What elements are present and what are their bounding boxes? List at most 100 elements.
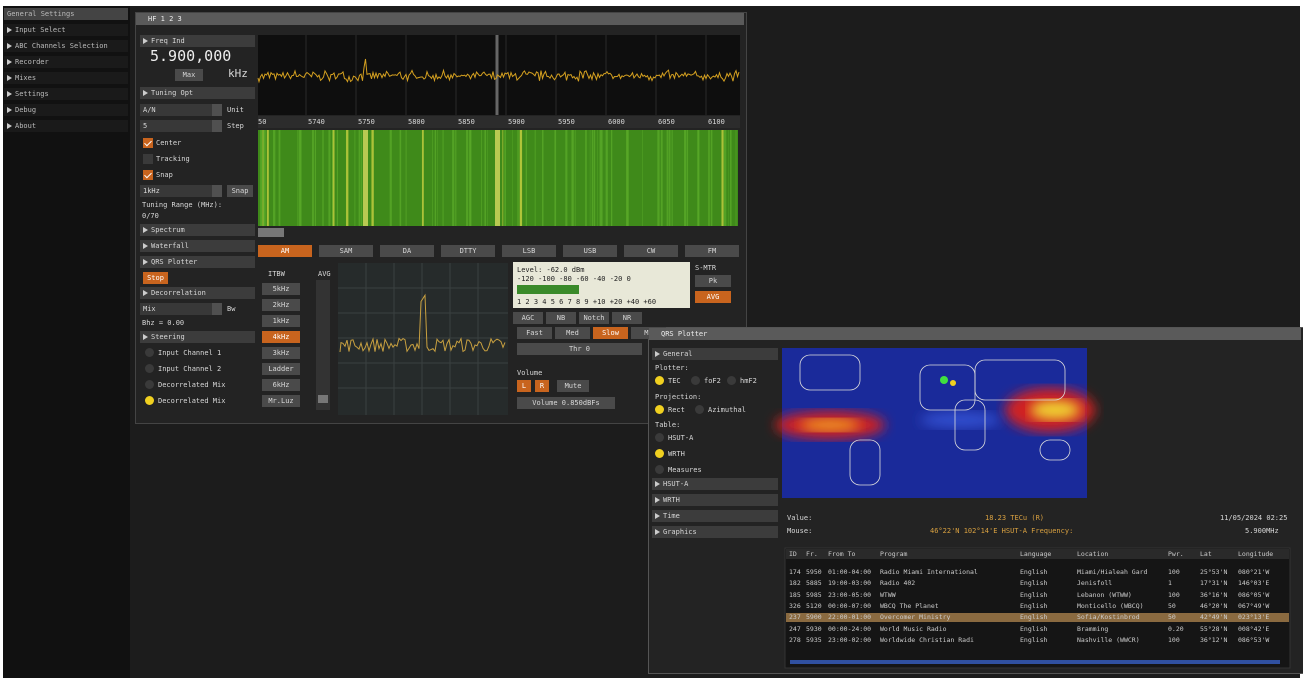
cell-item: Bramming [1077,625,1168,634]
btn-item[interactable]: Mute [557,380,589,392]
hdr-item[interactable]: WRTH [652,494,778,506]
btn-item[interactable]: 5kHz [262,283,300,295]
cell-item: 00:00-07:00 [828,602,880,611]
btn-item[interactable]: AM [258,245,312,257]
btn-item[interactable]: Mr.Luz [262,395,300,407]
rad-item[interactable]: TEC [655,375,689,387]
el-item: Step [227,120,255,132]
btn-item[interactable]: General Settings [4,8,128,20]
cell-item: 086°53'W [1238,636,1288,645]
hdr-item[interactable]: QRS Plotter [140,256,255,268]
btn-item[interactable]: L [517,380,531,392]
hdr-item[interactable]: Tuning Opt [140,87,255,99]
el-item: Bw [227,303,255,315]
btn-item[interactable]: USB [563,245,617,257]
drop-item[interactable]: A/N [140,104,222,116]
cell-item: 5900 [806,613,828,622]
hdr-item[interactable]: Mixes [4,72,128,84]
btn-item[interactable]: Fast [517,327,552,339]
rad-item[interactable]: Decorrelated Mix [145,379,253,391]
chk-item[interactable]: Tracking [143,153,243,165]
hdr-item[interactable]: Debug [4,104,128,116]
hdr-item[interactable]: Graphics [652,526,778,538]
cell-item: 5930 [806,625,828,634]
btn-item[interactable]: CW [624,245,678,257]
hdr-item[interactable]: Waterfall [140,240,255,252]
btn-item[interactable]: FM [685,245,739,257]
el-item: Unit [227,104,255,116]
btn-item[interactable]: Slow [593,327,628,339]
btn-item[interactable]: Notch [579,312,609,324]
btn-item[interactable]: 3kHz [262,347,300,359]
rad-item[interactable]: hmF2 [727,375,761,387]
hdr-item[interactable]: General [652,348,778,360]
hdr-item[interactable]: Time [652,510,778,522]
btn-item[interactable]: 4kHz [262,331,300,343]
btn-item[interactable]: 1kHz [262,315,300,327]
cell-item: 5985 [806,591,828,600]
btn-item[interactable]: Med [555,327,590,339]
hdr-item[interactable]: Decorrelation [140,287,255,299]
tec-region [1030,400,1080,420]
btn-item[interactable]: Snap [227,185,253,197]
btn-item[interactable]: Stop [143,272,168,284]
rad-item[interactable]: Decorrelated Mix [145,395,253,407]
btn-item[interactable]: LSB [502,245,556,257]
btn-item[interactable]: Pk [695,275,731,287]
rad-item[interactable]: Input Channel 2 [145,363,253,375]
drop-item[interactable]: 5 [140,120,222,132]
btn-item[interactable]: AVG [695,291,731,303]
tec-region [920,412,1000,428]
cell-item: 278 [789,636,806,645]
btn-item[interactable]: Ladder [262,363,300,375]
hdr-item[interactable]: ABC Channels Selection [4,40,128,52]
cell-item: English [1020,568,1077,577]
cell-item: Miami/Hialeah Gard [1077,568,1168,577]
btn-item[interactable]: NR [612,312,642,324]
drop-item[interactable]: Mix [140,303,222,315]
btn-item[interactable]: DTTY [441,245,495,257]
btn-item[interactable]: NB [546,312,576,324]
cell-item: 1 [1168,579,1200,588]
cell-item: 008°42'E [1238,625,1288,634]
rad-item[interactable]: Azimuthal [695,404,765,416]
chk-item[interactable]: Center [143,137,243,149]
cell-item: Lebanon (WTWW) [1077,591,1168,600]
cell-item: Worldwide Christian Radi [880,636,1020,645]
btn-item[interactable]: AGC [513,312,543,324]
drop-item[interactable]: 1kHz [140,185,222,197]
hdr-item[interactable]: Spectrum [140,224,255,236]
cell-item: 23:00-05:00 [828,591,880,600]
btn-item[interactable]: DA [380,245,434,257]
cell-item: WBCQ The Planet [880,602,1020,611]
el-item: 5900 [508,116,538,128]
rad-item[interactable]: foF2 [691,375,725,387]
rad-item[interactable]: Measures [655,464,755,476]
cell-item: 326 [789,602,806,611]
cell-item: 01:00-04:00 [828,568,880,577]
hdr-item[interactable]: HSUT-A [652,478,778,490]
hdr-item[interactable]: Recorder [4,56,128,68]
rad-item[interactable]: Input Channel 1 [145,347,253,359]
cell-item: 55°28'N [1200,625,1238,634]
btn-item[interactable]: Volume 0.850dBFs [517,397,615,409]
rad-item[interactable]: WRTH [655,448,755,460]
cell-item: 080°21'W [1238,568,1288,577]
hdr-item[interactable]: Input Select [4,24,128,36]
btn-item[interactable]: 6kHz [262,379,300,391]
cell-item: 100 [1168,568,1200,577]
btn-item[interactable]: 2kHz [262,299,300,311]
chk-item[interactable]: Snap [143,169,243,181]
btn-item[interactable]: Thr 0 [517,343,642,355]
hdr-item[interactable]: Freq Ind [140,35,255,47]
hdr-item[interactable]: Settings [4,88,128,100]
btn-item[interactable]: Max [175,69,203,81]
rad-item[interactable]: HSUT-A [655,432,755,444]
btn-item[interactable]: SAM [319,245,373,257]
btn-item[interactable]: R [535,380,549,392]
title-item: QRS Plotter [649,328,1301,340]
hdr-item[interactable]: Steering [140,331,255,343]
el-item: Bhz = 0.00 [142,317,242,329]
hdr-item[interactable]: About [4,120,128,132]
cell-item: 42°49'N [1200,613,1238,622]
